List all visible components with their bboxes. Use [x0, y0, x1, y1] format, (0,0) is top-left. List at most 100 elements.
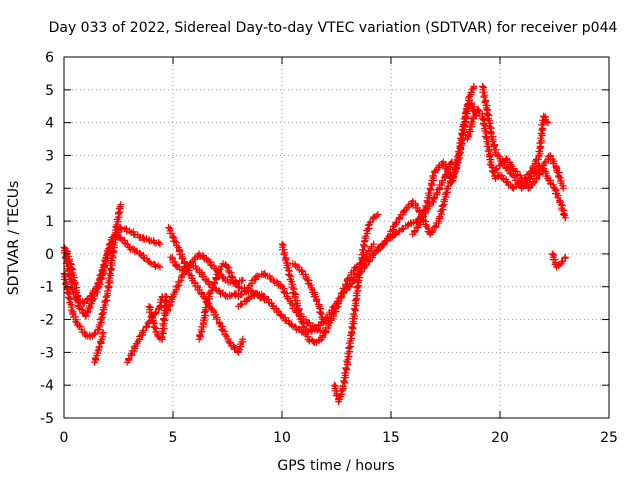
data-point-marker	[311, 325, 319, 333]
series-s1	[60, 201, 125, 341]
series-marker-trail	[97, 330, 107, 345]
series-marker-trail	[475, 107, 486, 118]
series-marker-trail	[478, 114, 491, 141]
data-point-marker	[474, 106, 482, 114]
series-marker-trail	[354, 264, 368, 279]
series-marker-trail	[285, 267, 299, 298]
series-marker-trail	[155, 333, 164, 343]
y-tick-label: -4	[40, 378, 54, 394]
y-tick-label: 4	[45, 116, 54, 132]
data-point-marker	[298, 266, 306, 274]
series-marker-trail	[298, 268, 309, 278]
series-marker-trail	[84, 331, 94, 341]
axis-ticks	[63, 56, 610, 419]
x-tick-label: 25	[600, 430, 618, 446]
series-marker-trail	[95, 291, 111, 331]
series-s18	[409, 99, 480, 238]
data-point-marker	[202, 276, 210, 284]
series-marker-trail	[319, 320, 333, 341]
series-s13	[278, 240, 378, 347]
series-marker-trail	[69, 310, 80, 326]
series-marker-trail	[138, 251, 154, 266]
series-marker-trail	[366, 215, 377, 226]
series-marker-trail	[541, 113, 550, 125]
x-tick-label: 10	[273, 430, 291, 446]
series-marker-trail	[202, 290, 213, 312]
series-marker-trail	[558, 254, 569, 266]
data-point-marker	[561, 214, 569, 222]
series-marker-trail	[555, 261, 563, 269]
series-marker-trail	[93, 347, 102, 357]
series-marker-trail	[270, 304, 285, 319]
series-marker-trail	[335, 277, 351, 305]
series-marker-trail	[361, 251, 377, 269]
data-point-marker	[470, 83, 478, 91]
data-point-marker	[278, 312, 286, 320]
series-marker-trail	[64, 290, 77, 316]
series-marker-trail	[487, 130, 500, 154]
series-marker-trail	[422, 169, 439, 210]
series-marker-trail	[411, 222, 422, 236]
data-point-marker	[544, 119, 552, 127]
data-point-marker	[548, 250, 556, 258]
series-marker-trail	[245, 291, 258, 302]
data-point-marker	[239, 276, 247, 284]
data-points	[60, 83, 569, 406]
x-axis-label: GPS time / hours	[277, 458, 394, 474]
series-marker-trail	[95, 257, 109, 289]
series-marker-trail	[455, 126, 467, 157]
series-marker-trail	[125, 343, 139, 364]
series-marker-trail	[431, 173, 449, 201]
data-point-marker	[117, 201, 125, 209]
series-marker-trail	[211, 268, 222, 287]
series-s22	[548, 250, 569, 271]
series-marker-trail	[152, 304, 163, 316]
series-marker-trail	[558, 202, 569, 220]
series-s14	[289, 260, 328, 327]
data-point-marker	[319, 319, 327, 327]
data-point-marker	[374, 211, 382, 219]
data-point-marker	[117, 224, 125, 232]
series-marker-trail	[67, 261, 79, 286]
series-marker-trail	[370, 212, 380, 221]
data-point-marker	[152, 309, 160, 317]
series-marker-trail	[237, 297, 250, 309]
series-marker-trail	[279, 241, 292, 272]
series-marker-trail	[540, 167, 551, 180]
series-marker-trail	[261, 271, 275, 283]
plot-frame	[63, 56, 610, 419]
y-tick-label: -2	[40, 313, 54, 329]
series-marker-trail	[305, 336, 317, 346]
data-point-marker	[165, 224, 173, 232]
series-marker-trail	[216, 262, 226, 273]
series-marker-trail	[535, 113, 548, 158]
series-marker-trail	[218, 323, 232, 345]
series-marker-trail	[295, 263, 303, 274]
series-marker-trail	[150, 237, 163, 247]
series-marker-trail	[313, 336, 323, 346]
series-marker-trail	[176, 248, 190, 270]
series-marker-trail	[237, 287, 250, 299]
x-tick-label: 0	[60, 430, 69, 446]
data-point-marker	[215, 266, 223, 274]
series-marker-trail	[181, 261, 194, 273]
y-tick-label: 1	[45, 214, 54, 230]
series-marker-trail	[503, 156, 516, 170]
data-point-marker	[559, 184, 567, 192]
series-marker-trail	[527, 152, 543, 175]
y-tick-label: 0	[45, 247, 54, 263]
chart-title: Day 033 of 2022, Sidereal Day-to-day VTE…	[49, 20, 618, 36]
series-s4	[91, 329, 107, 366]
series-marker-trail	[309, 288, 323, 309]
series-marker-trail	[344, 264, 359, 283]
series-marker-trail	[302, 275, 316, 292]
data-point-marker	[125, 227, 133, 235]
series-marker-trail	[357, 238, 369, 269]
data-point-marker	[156, 240, 164, 248]
data-point-marker	[88, 296, 96, 304]
series-marker-trail	[367, 243, 376, 253]
series-marker-trail	[479, 84, 491, 112]
series-marker-trail	[270, 278, 284, 289]
series-marker-trail	[533, 162, 546, 184]
